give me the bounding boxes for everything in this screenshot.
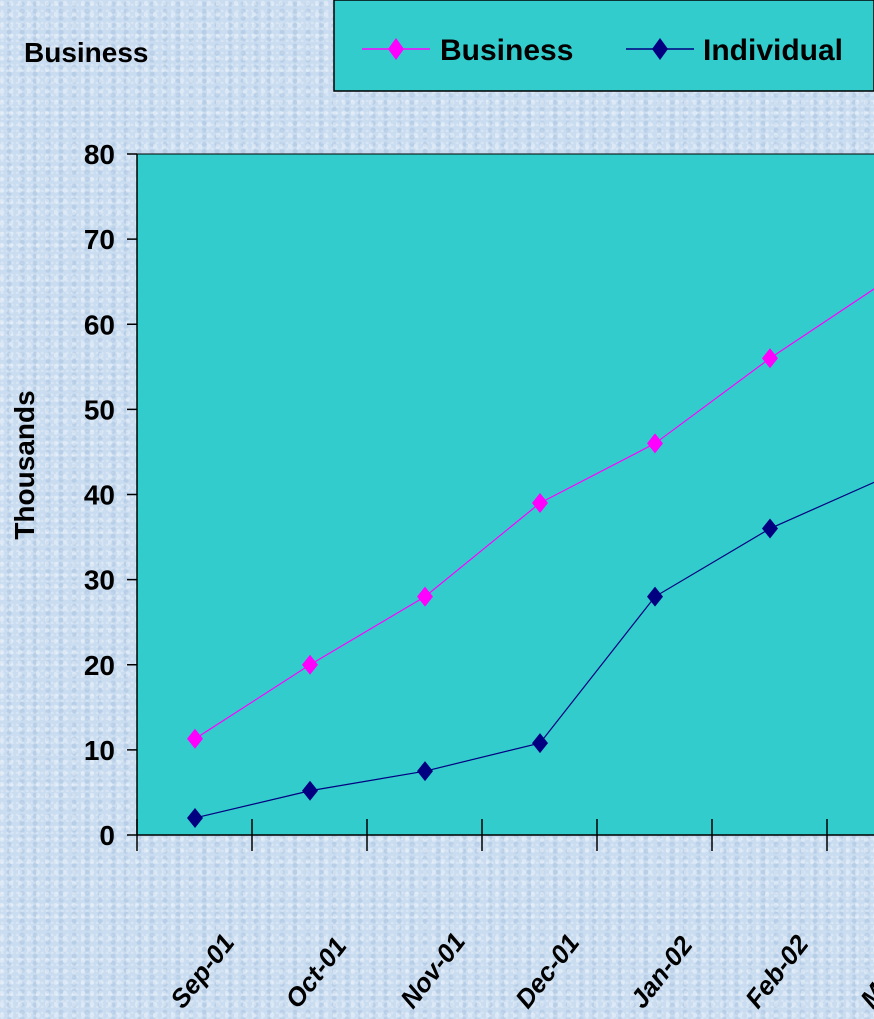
legend: Business Individual (334, 0, 874, 91)
x-tick-label: Oct-01 (279, 931, 352, 1013)
x-tick-label: Nov-01 (394, 927, 471, 1014)
x-axis: Sep-01 Oct-01 Nov-01 Dec-01 Jan-02 Feb-02 Mar-… (137, 819, 874, 1014)
legend-business-label: Business (440, 34, 573, 67)
plot-area (137, 154, 874, 835)
y-tick-label: 10 (84, 735, 115, 766)
x-tick-label: Mar-02 (854, 929, 874, 1014)
y-tick-label: 80 (84, 139, 115, 170)
y-axis: 0 10 20 30 40 50 60 70 80 (84, 139, 137, 851)
x-tick-label: Feb-02 (739, 929, 815, 1014)
y-tick-label: 20 (84, 650, 115, 681)
y-tick-label: 50 (84, 394, 115, 425)
x-tick-label: Sep-01 (164, 928, 240, 1014)
y-tick-label: 70 (84, 224, 115, 255)
legend-individual-label: Individual (703, 34, 843, 67)
x-tick-label: Dec-01 (509, 928, 585, 1014)
x-tick-label: Jan-02 (624, 930, 699, 1014)
y-tick-label: 0 (99, 820, 115, 851)
chart-title: Business (24, 37, 149, 68)
y-tick-label: 60 (84, 309, 115, 340)
y-tick-label: 40 (84, 480, 115, 511)
y-axis-label: Thousands (9, 390, 40, 539)
y-tick-label: 30 (84, 565, 115, 596)
